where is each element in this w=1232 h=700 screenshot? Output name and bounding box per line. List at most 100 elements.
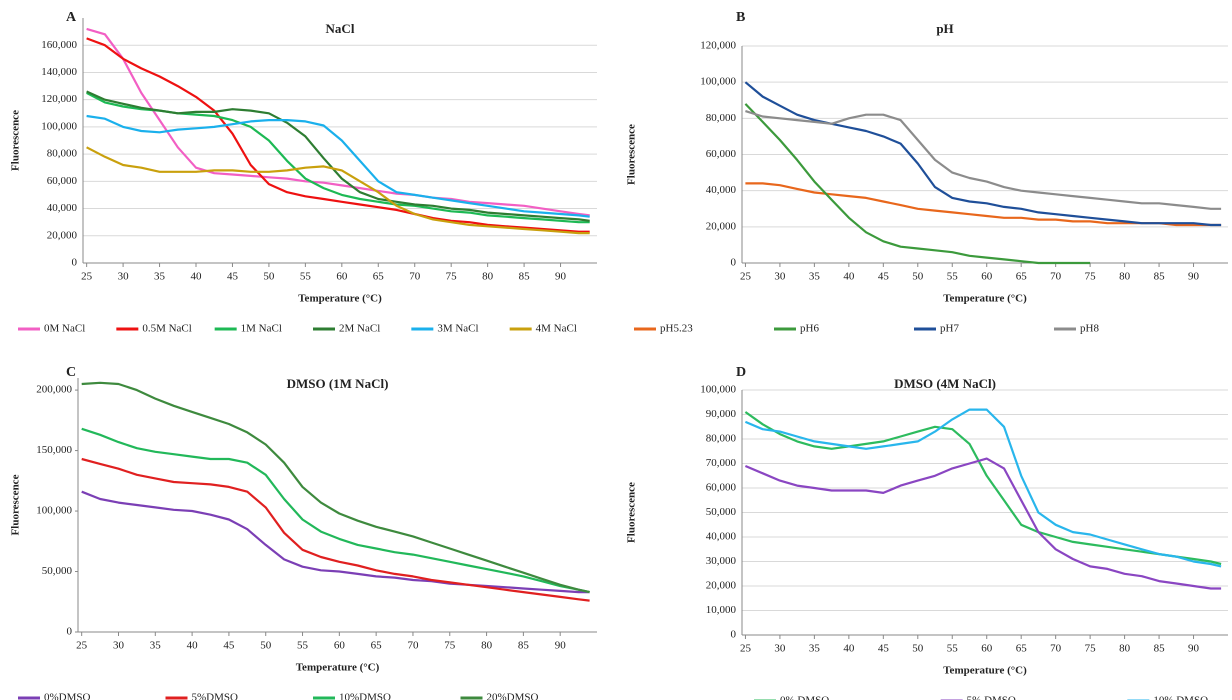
x-tick-label: 60 [981, 271, 993, 283]
x-tick-label: 70 [407, 640, 419, 652]
y-tick-label: 0 [731, 257, 737, 269]
data-line [81, 381, 590, 594]
y-tick-label: 10,000 [706, 604, 737, 616]
x-tick-label: 75 [444, 640, 456, 652]
x-tick-label: 55 [297, 640, 309, 652]
x-tick-label: 60 [981, 643, 993, 655]
data-line [86, 114, 590, 218]
x-tick-label: 80 [481, 640, 493, 652]
legend-label: pH7 [940, 323, 959, 335]
y-tick-label: 70,000 [706, 457, 737, 469]
chart-title: DMSO (4M NaCl) [894, 376, 996, 391]
y-tick-label: 0 [67, 626, 73, 638]
x-axis-title: Temperature (°C) [943, 293, 1027, 305]
y-axis-title: Fluorescence [10, 110, 22, 171]
x-tick-label: 60 [336, 271, 348, 283]
x-tick-label: 45 [223, 640, 235, 652]
data-line [81, 490, 590, 594]
y-axis-title: Fluorescence [626, 124, 638, 185]
y-tick-label: 20,000 [706, 580, 737, 592]
x-tick-label: 50 [912, 643, 924, 655]
y-tick-label: 20,000 [47, 229, 78, 241]
x-tick-label: 70 [1050, 643, 1062, 655]
y-tick-label: 100,000 [36, 505, 72, 517]
x-tick-label: 30 [118, 271, 130, 283]
x-tick-label: 40 [843, 643, 855, 655]
legend-label: pH8 [1080, 323, 1099, 335]
x-tick-label: 30 [774, 643, 786, 655]
panel-label: B [736, 10, 745, 25]
legend-label: 2M NaCl [339, 323, 380, 335]
legend-label: 5%DMSO [192, 692, 239, 700]
x-tick-label: 50 [912, 271, 924, 283]
x-tick-label: 80 [1119, 271, 1131, 283]
y-axis-title: Fluorescence [626, 482, 638, 543]
data-line [744, 411, 1222, 566]
y-axis-title: Fluorescence [10, 474, 22, 535]
x-tick-label: 35 [809, 271, 821, 283]
y-tick-label: 80,000 [47, 148, 78, 160]
data-line [81, 457, 590, 602]
y-tick-label: 150,000 [36, 444, 72, 456]
x-tick-label: 90 [1188, 643, 1200, 655]
y-tick-label: 120,000 [41, 93, 77, 105]
x-tick-label: 25 [740, 271, 752, 283]
x-tick-label: 30 [774, 271, 786, 283]
legend-label: 0%DMSO [44, 692, 91, 700]
x-tick-label: 85 [1154, 643, 1166, 655]
legend-label: 5% DMSO [967, 695, 1016, 700]
x-tick-label: 70 [409, 271, 421, 283]
y-tick-label: 200,000 [36, 384, 72, 396]
y-tick-label: 80,000 [706, 433, 737, 445]
panel-label: D [736, 365, 746, 380]
y-tick-label: 40,000 [706, 184, 737, 196]
x-tick-label: 25 [740, 643, 752, 655]
legend-label: 20%DMSO [487, 692, 539, 700]
x-tick-label: 70 [1050, 271, 1062, 283]
x-tick-label: 45 [878, 271, 890, 283]
y-tick-label: 30,000 [706, 555, 737, 567]
data-line [744, 457, 1222, 590]
x-tick-label: 30 [113, 640, 125, 652]
data-line [86, 90, 590, 222]
x-tick-label: 65 [1016, 643, 1028, 655]
x-tick-label: 40 [843, 271, 855, 283]
x-tick-label: 90 [1188, 271, 1200, 283]
data-line [86, 91, 590, 224]
y-tick-label: 0 [731, 629, 737, 641]
x-tick-label: 65 [1016, 271, 1028, 283]
x-tick-label: 75 [1085, 643, 1097, 655]
x-tick-label: 55 [300, 271, 312, 283]
data-line [744, 103, 1091, 265]
legend-label: 0.5M NaCl [142, 323, 192, 335]
data-line [745, 110, 1222, 210]
y-tick-label: 40,000 [706, 531, 737, 543]
legend-label: pH5.23 [660, 323, 693, 335]
x-tick-label: 55 [947, 271, 959, 283]
y-tick-label: 20,000 [706, 220, 737, 232]
panel-label: A [66, 10, 77, 25]
x-tick-label: 50 [263, 271, 275, 283]
x-axis-title: Temperature (°C) [943, 665, 1027, 677]
chart-title: pH [936, 21, 953, 36]
x-tick-label: 60 [334, 640, 346, 652]
y-tick-label: 60,000 [706, 148, 737, 160]
x-tick-label: 35 [809, 643, 821, 655]
y-tick-label: 60,000 [47, 175, 78, 187]
chart-title: DMSO (1M NaCl) [287, 376, 389, 391]
x-tick-label: 45 [227, 271, 239, 283]
x-tick-label: 85 [1154, 271, 1166, 283]
x-tick-label: 35 [150, 640, 162, 652]
x-tick-label: 65 [371, 640, 383, 652]
x-tick-label: 45 [878, 643, 890, 655]
x-tick-label: 35 [154, 271, 166, 283]
y-tick-label: 0 [72, 257, 78, 269]
legend-label: 1M NaCl [241, 323, 282, 335]
legend-label: 10%DMSO [339, 692, 391, 700]
x-axis-title: Temperature (°C) [296, 662, 380, 674]
x-tick-label: 75 [1085, 271, 1097, 283]
y-tick-label: 90,000 [706, 408, 737, 420]
y-tick-label: 120,000 [700, 40, 736, 52]
x-tick-label: 40 [187, 640, 199, 652]
y-tick-label: 60,000 [706, 482, 737, 494]
